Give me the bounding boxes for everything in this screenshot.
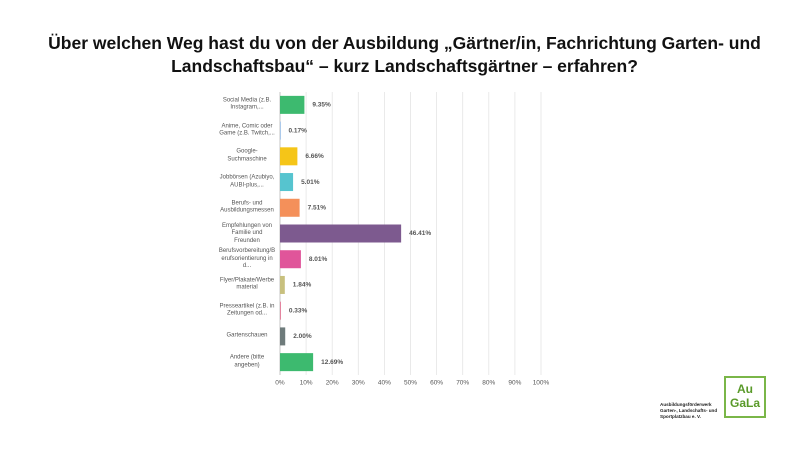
value-label: 0.33%: [289, 307, 308, 314]
category-label: Andere (bitte angeben): [229, 354, 265, 369]
bar: [280, 95, 305, 114]
org-name: Ausbildungsförderwerk Garten-, Landschaf…: [660, 402, 718, 419]
category-label: Empfehlungen von Familie und Freunden: [221, 222, 273, 244]
bar: [280, 275, 285, 294]
category-label: Gartenschauen: [226, 332, 268, 339]
category-label: Berufs- und Ausbildungsmessen: [220, 200, 274, 214]
value-label: 0.17%: [288, 127, 307, 134]
x-tick-label: 90%: [508, 380, 521, 387]
x-tick-label: 80%: [482, 380, 495, 387]
value-label: 2.00%: [293, 333, 312, 340]
category-label: Berufsvorbereitung/Berufsorientierung in…: [218, 247, 276, 269]
value-label: 12.69%: [321, 359, 343, 366]
category-label: Jobbörsen (Azubiyo, AUBI-plus,...: [219, 174, 275, 189]
category-label: Anime, Comic oder Game (z.B. Twitch,...: [219, 123, 275, 137]
bar: [280, 250, 301, 269]
category-label: Google-Suchmaschine: [227, 148, 267, 163]
bar: [280, 173, 294, 192]
logo-top: Au: [737, 382, 753, 396]
value-label: 46.41%: [409, 230, 431, 237]
value-label: 1.84%: [293, 282, 312, 289]
bar: [280, 353, 314, 372]
category-label: Flyer/Plakate/Werbematerial: [219, 277, 275, 291]
x-tick-label: 0%: [275, 380, 285, 387]
value-label: 6.66%: [305, 153, 324, 160]
x-tick-label: 40%: [378, 380, 391, 387]
category-label: Presseartikel (z.B. in Zeitungen od...: [219, 303, 275, 317]
value-label: 7.51%: [308, 204, 327, 211]
x-tick-label: 10%: [300, 380, 313, 387]
logo: Au GaLa: [724, 376, 766, 418]
x-tick-label: 70%: [456, 380, 469, 387]
bar: [280, 301, 281, 320]
chart-title: Über welchen Weg hast du von der Ausbild…: [48, 33, 761, 76]
value-label: 8.01%: [309, 256, 328, 263]
x-tick-label: 100%: [533, 380, 550, 387]
bar: [280, 224, 402, 243]
x-tick-label: 30%: [352, 380, 365, 387]
logo-bottom: GaLa: [729, 396, 760, 410]
bar: [280, 198, 300, 217]
category-label: Social Media (z.B. Instagram,...: [222, 97, 272, 111]
value-label: 9.35%: [312, 102, 331, 109]
x-tick-label: 60%: [430, 380, 443, 387]
bar: [280, 327, 286, 346]
x-tick-label: 50%: [404, 380, 417, 387]
bar: [280, 147, 298, 166]
x-tick-label: 20%: [326, 380, 339, 387]
value-label: 5.01%: [301, 179, 320, 186]
